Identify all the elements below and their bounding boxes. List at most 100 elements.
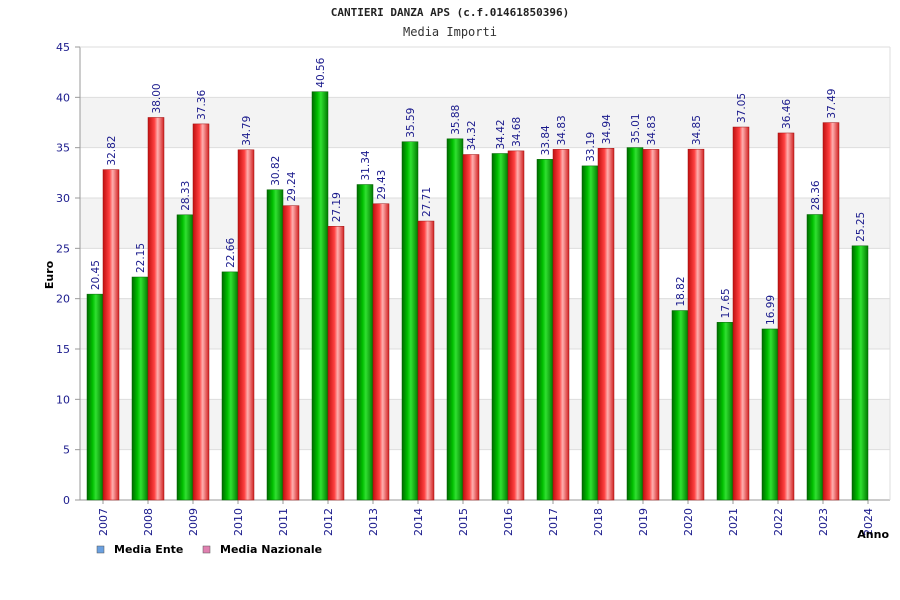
data-label: 37.49 <box>826 89 838 119</box>
bar <box>581 165 599 501</box>
bar <box>507 150 525 501</box>
data-label: 37.36 <box>196 90 208 120</box>
data-label: 16.99 <box>765 295 777 325</box>
chart-title: CANTIERI DANZA APS (c.f.01461850396) <box>330 6 570 19</box>
bar <box>761 328 779 501</box>
bar <box>822 122 840 501</box>
data-label: 32.82 <box>106 136 118 166</box>
bar <box>851 245 869 501</box>
y-axis-label: Euro <box>43 260 56 289</box>
x-tick-label: 2007 <box>97 508 110 536</box>
plot-band <box>80 349 890 400</box>
plot-band <box>80 449 890 500</box>
x-tick-label: 2008 <box>142 508 155 536</box>
data-label: 35.01 <box>630 114 642 144</box>
data-label: 34.83 <box>646 115 658 145</box>
y-tick-label: 30 <box>56 192 70 205</box>
bar <box>311 91 329 501</box>
bar <box>86 293 104 501</box>
plot-band <box>80 399 890 450</box>
x-tick-label: 2017 <box>547 508 560 536</box>
bar <box>147 117 165 501</box>
legend-swatch <box>96 545 105 554</box>
plot-band <box>80 248 890 299</box>
y-tick-label: 0 <box>63 494 70 507</box>
x-tick-label: 2021 <box>727 508 740 536</box>
data-label: 40.56 <box>315 57 327 87</box>
plot-background <box>80 47 890 500</box>
legend-item: Media Nazionale <box>202 543 322 556</box>
x-tick-label: 2024 <box>862 508 875 536</box>
bar <box>462 154 480 501</box>
bar <box>716 322 734 501</box>
x-tick-label: 2014 <box>412 508 425 536</box>
bar <box>192 123 210 501</box>
y-tick-label: 20 <box>56 293 70 306</box>
data-label: 31.34 <box>360 150 372 180</box>
data-label: 30.82 <box>270 156 282 186</box>
bar <box>176 214 194 501</box>
y-tick-label: 35 <box>56 142 70 155</box>
legend: Media Ente Media Nazionale <box>96 543 322 556</box>
data-label: 27.19 <box>331 192 343 222</box>
plot-band <box>80 47 890 98</box>
bar <box>626 147 644 501</box>
bar <box>732 126 750 501</box>
data-label: 29.43 <box>376 170 388 200</box>
x-tick-label: 2013 <box>367 508 380 536</box>
data-label: 34.85 <box>691 115 703 145</box>
legend-item: Media Ente <box>96 543 183 556</box>
x-tick-label: 2022 <box>772 508 785 536</box>
y-tick-label: 15 <box>56 343 70 356</box>
data-label: 22.15 <box>135 243 147 273</box>
x-tick-label: 2011 <box>277 508 290 536</box>
bar <box>221 271 239 501</box>
x-tick-label: 2023 <box>817 508 830 536</box>
bar <box>687 148 705 501</box>
bar <box>446 138 464 501</box>
tick-labels: 0 5 10 15 20 25 30 35 40 45 2007 2008 2009 2010 2011 20… <box>56 41 875 536</box>
plot-band <box>80 97 890 148</box>
plot-band <box>80 198 890 249</box>
plot-band <box>80 298 890 349</box>
x-tick-label: 2020 <box>682 508 695 536</box>
data-label: 38.00 <box>151 83 163 113</box>
y-tick-label: 45 <box>56 41 70 54</box>
data-label: 34.83 <box>556 115 568 145</box>
y-tick-label: 10 <box>56 393 70 406</box>
data-label: 22.66 <box>225 238 237 268</box>
bar <box>671 310 689 501</box>
data-label: 28.33 <box>180 181 192 211</box>
x-tick-label: 2009 <box>187 508 200 536</box>
data-label: 18.82 <box>675 276 687 306</box>
bar <box>777 132 795 501</box>
data-label: 20.45 <box>90 260 102 290</box>
bar <box>642 149 660 501</box>
x-tick-label: 2012 <box>322 508 335 536</box>
bar <box>372 203 390 501</box>
data-label: 34.32 <box>466 120 478 150</box>
bars <box>86 91 869 501</box>
bar <box>266 189 284 501</box>
bar <box>131 276 149 501</box>
data-label: 34.42 <box>495 119 507 149</box>
data-label: 17.65 <box>720 288 732 318</box>
data-label: 35.88 <box>450 105 462 135</box>
x-tick-label: 2018 <box>592 508 605 536</box>
data-label: 29.24 <box>286 171 298 201</box>
data-label: 37.05 <box>736 93 748 123</box>
data-label: 33.19 <box>585 132 597 162</box>
legend-swatch <box>202 545 211 554</box>
bar <box>552 149 570 501</box>
data-label: 34.68 <box>511 117 523 147</box>
y-tick-label: 40 <box>56 91 70 104</box>
data-labels: 20.45 32.82 22.15 38.00 28.33 37.36 22.66 34.79… <box>90 57 867 325</box>
data-label: 34.94 <box>601 114 613 144</box>
data-label: 36.46 <box>781 99 793 129</box>
y-tick-label: 25 <box>56 242 70 255</box>
x-tick-label: 2019 <box>637 508 650 536</box>
bar <box>282 205 300 501</box>
bar <box>356 184 374 501</box>
y-tick-label: 5 <box>63 444 70 457</box>
